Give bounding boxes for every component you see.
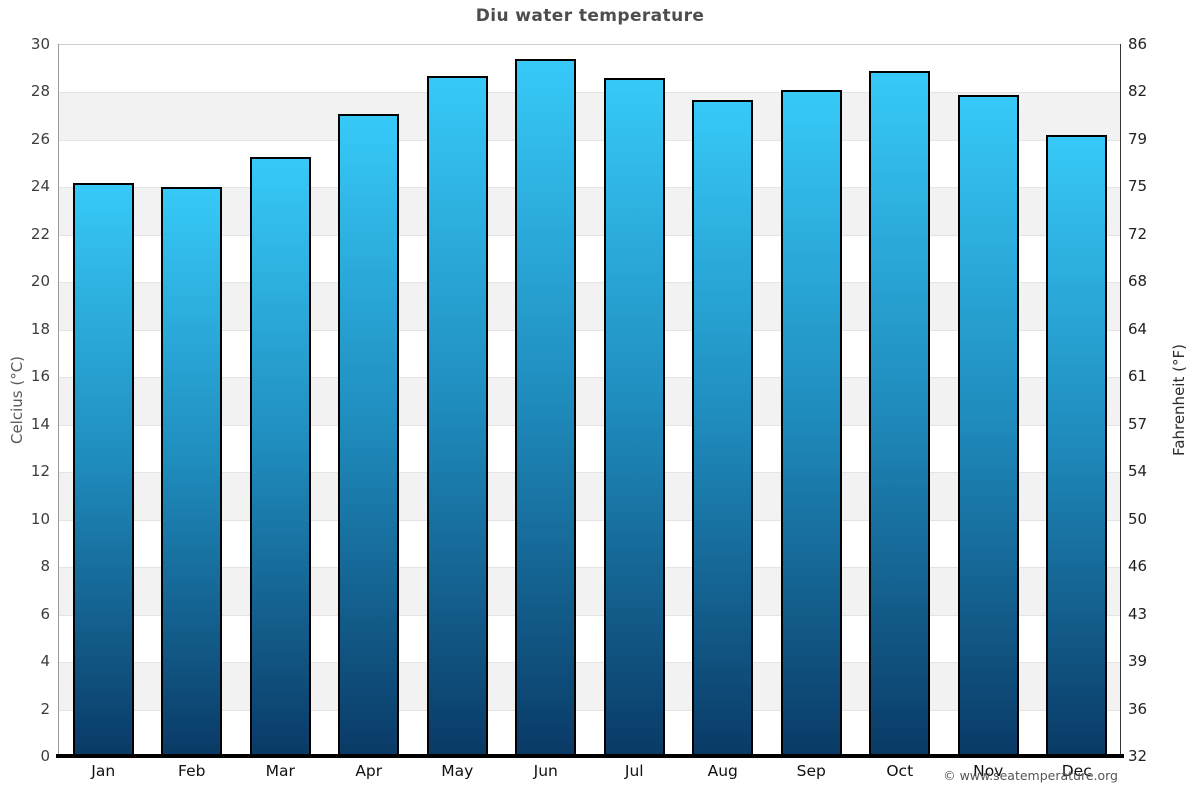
chart-title: Diu water temperature xyxy=(475,6,705,26)
background-band xyxy=(59,567,1121,615)
celsius-tick-14: 14 xyxy=(30,414,50,433)
bar-aug xyxy=(692,99,754,757)
fahrenheit-tick-54: 54 xyxy=(1128,462,1148,481)
month-label-jun: Jun xyxy=(533,762,558,780)
gridline xyxy=(59,92,1121,94)
right-axis-line xyxy=(1120,44,1121,756)
celsius-tick-26: 26 xyxy=(30,129,50,148)
gridline xyxy=(59,662,1121,664)
fahrenheit-tick-32: 32 xyxy=(1128,747,1148,765)
copyright-text: © www.seatemperature.org xyxy=(943,768,1118,783)
fahrenheit-tick-75: 75 xyxy=(1128,177,1148,196)
background-band xyxy=(59,424,1121,473)
celsius-tick-30: 30 xyxy=(30,35,50,53)
background-band xyxy=(59,377,1121,425)
bar-feb xyxy=(161,187,223,757)
gridline xyxy=(59,329,1121,331)
celsius-tick-28: 28 xyxy=(30,82,50,101)
bar-nov xyxy=(957,94,1019,757)
right-axis-title: Fahrenheit (°F) xyxy=(1170,344,1188,456)
gridline xyxy=(59,234,1121,236)
celsius-tick-4: 4 xyxy=(40,652,50,671)
gridline xyxy=(59,519,1121,521)
bar-sep xyxy=(780,90,842,757)
bar-oct xyxy=(869,71,931,757)
month-label-may: May xyxy=(441,762,474,780)
background-band xyxy=(59,472,1121,520)
fahrenheit-tick-79: 79 xyxy=(1128,129,1148,148)
gridline xyxy=(59,139,1121,141)
celsius-tick-2: 2 xyxy=(40,699,50,718)
bar-apr xyxy=(338,113,400,757)
fahrenheit-tick-57: 57 xyxy=(1128,414,1148,433)
bar-may xyxy=(426,75,488,757)
background-band xyxy=(59,139,1121,188)
month-label-apr: Apr xyxy=(355,762,383,780)
celsius-tick-12: 12 xyxy=(30,462,50,481)
celsius-tick-0: 0 xyxy=(40,747,50,765)
gridline xyxy=(59,567,1121,569)
background-band xyxy=(59,662,1121,710)
bar-jan xyxy=(72,182,134,757)
celsius-tick-8: 8 xyxy=(40,557,50,576)
fahrenheit-tick-39: 39 xyxy=(1128,652,1148,671)
fahrenheit-tick-46: 46 xyxy=(1128,557,1148,576)
gridline xyxy=(59,424,1121,426)
gridline xyxy=(59,614,1121,616)
month-label-sep: Sep xyxy=(796,762,826,780)
background-band xyxy=(59,187,1121,235)
background-band xyxy=(59,92,1121,140)
background-band xyxy=(59,519,1121,568)
bar-jul xyxy=(603,78,665,757)
bar-jun xyxy=(515,59,577,757)
month-label-nov: Nov xyxy=(973,762,1004,780)
celsius-tick-22: 22 xyxy=(30,224,50,243)
bar-dec xyxy=(1046,135,1108,757)
fahrenheit-tick-68: 68 xyxy=(1128,272,1148,291)
background-band xyxy=(59,614,1121,663)
background-band xyxy=(59,45,1121,93)
fahrenheit-tick-36: 36 xyxy=(1128,699,1148,718)
fahrenheit-tick-72: 72 xyxy=(1128,224,1148,243)
celsius-tick-10: 10 xyxy=(30,509,50,528)
month-label-mar: Mar xyxy=(265,762,295,780)
background-band xyxy=(59,234,1121,283)
celsius-tick-18: 18 xyxy=(30,319,50,338)
gridline xyxy=(59,709,1121,711)
fahrenheit-tick-43: 43 xyxy=(1128,604,1148,623)
fahrenheit-tick-86: 86 xyxy=(1128,35,1148,53)
left-axis-title: Celcius (°C) xyxy=(8,355,26,445)
gridline xyxy=(59,377,1121,379)
month-label-dec: Dec xyxy=(1061,762,1092,780)
bottom-axis-line xyxy=(56,754,1124,758)
celsius-tick-20: 20 xyxy=(30,272,50,291)
background-band xyxy=(59,329,1121,378)
plot-area xyxy=(59,44,1121,757)
left-axis-line xyxy=(58,44,59,756)
gridline xyxy=(59,472,1121,474)
month-label-feb: Feb xyxy=(178,762,206,780)
month-label-jul: Jul xyxy=(624,762,644,780)
bar-mar xyxy=(249,156,311,757)
month-label-oct: Oct xyxy=(886,762,914,780)
gridline xyxy=(59,187,1121,189)
fahrenheit-tick-82: 82 xyxy=(1128,82,1148,101)
background-band xyxy=(59,282,1121,330)
fahrenheit-tick-61: 61 xyxy=(1128,367,1148,386)
month-label-jan: Jan xyxy=(91,762,116,780)
background-band xyxy=(59,709,1121,757)
fahrenheit-tick-50: 50 xyxy=(1128,509,1148,528)
celsius-tick-6: 6 xyxy=(40,604,50,623)
gridline xyxy=(59,282,1121,284)
celsius-tick-24: 24 xyxy=(30,177,50,196)
celsius-tick-16: 16 xyxy=(30,367,50,386)
fahrenheit-tick-64: 64 xyxy=(1128,319,1148,338)
month-label-aug: Aug xyxy=(707,762,738,780)
